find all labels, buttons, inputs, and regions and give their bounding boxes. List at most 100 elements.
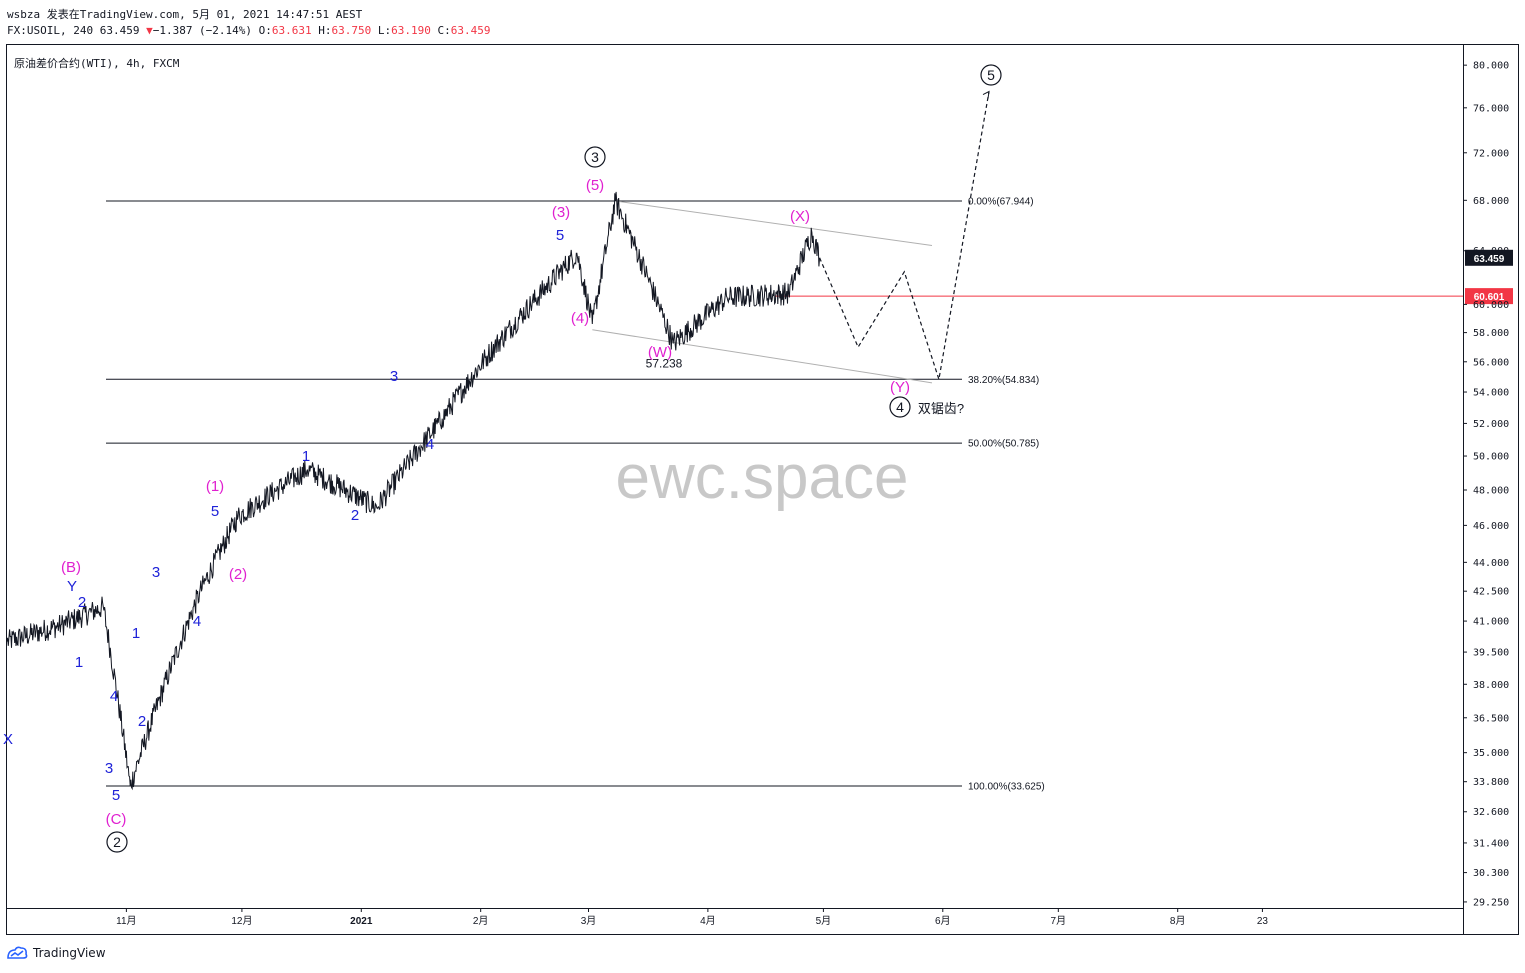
fib-level-label: 38.20%(54.834) (968, 375, 1039, 386)
high-label: H: (318, 24, 332, 37)
wave-label: (4) (571, 310, 589, 327)
wave-label: 3 (390, 368, 398, 385)
price-change: −1.387 (−2.14%) (152, 24, 253, 37)
channel-lower-line (592, 329, 933, 384)
chart-border (6, 44, 1519, 935)
last-price-label: 63.459 (1474, 254, 1505, 265)
x-tick-label: 2021 (350, 916, 373, 927)
channel-upper-line (615, 200, 933, 247)
x-tick-label: 3月 (581, 915, 597, 927)
wave-circle-icon (106, 831, 128, 853)
fib-level-label: 100.00%(33.625) (968, 782, 1045, 793)
y-tick-label: 64.000 (1473, 246, 1509, 257)
wave-label: 4 (193, 613, 201, 630)
y-tick-label: 72.000 (1473, 148, 1509, 159)
fib-level-label: 50.00%(50.785) (968, 439, 1039, 450)
wave-label: (5) (586, 177, 604, 194)
projection-path (819, 91, 990, 380)
x-tick-label: 11月 (116, 915, 136, 927)
low-label: L: (377, 24, 392, 37)
footer-brand: TradingView (33, 946, 106, 960)
ohlc-line: FX:USOIL, 240 63.459 ▼−1.387 (−2.14%) O:… (7, 24, 491, 37)
high-value: 63.750 (331, 24, 372, 37)
y-tick-label: 48.000 (1473, 485, 1509, 496)
y-tick-label: 35.000 (1473, 748, 1509, 759)
open-value: 63.631 (271, 24, 312, 37)
wave-label: 5 (556, 227, 564, 244)
y-tick-label: 60.000 (1473, 300, 1509, 311)
wave-label-circled: 3 (591, 149, 599, 165)
x-tick-label: 5月 (816, 915, 832, 927)
wave-label: 3 (152, 564, 160, 581)
tradingview-logo-icon (7, 946, 28, 959)
wave-label: Y (67, 578, 77, 595)
wave-label: 5 (112, 787, 120, 804)
wave-label: 1 (302, 448, 310, 465)
wave-label: 2 (351, 507, 359, 524)
x-tick-label: 23 (1257, 916, 1269, 927)
y-tick-label: 58.000 (1473, 328, 1509, 339)
y-tick-label: 39.500 (1473, 648, 1509, 659)
y-tick-label: 32.600 (1473, 807, 1509, 818)
close-value: 63.459 (450, 24, 491, 37)
fib-level-label: 0.00%(67.944) (968, 197, 1034, 208)
symbol-title: 原油差价合约(WTI), 4h, FXCM (14, 57, 180, 70)
tradingview-footer[interactable]: TradingView (6, 946, 106, 960)
wave-label: 4 (110, 688, 118, 705)
low-value-annotation: 57.238 (646, 357, 683, 371)
wave-label-circled: 2 (113, 834, 121, 850)
wave-label: (3) (552, 204, 570, 221)
wave-label: (1) (206, 478, 224, 495)
y-tick-label: 31.400 (1473, 838, 1509, 849)
y-tick-label: 38.000 (1473, 680, 1509, 691)
y-tick-label: 29.250 (1473, 897, 1509, 908)
x-tick-label: 2月 (473, 915, 489, 927)
down-triangle-icon: ▼ (146, 24, 153, 37)
y-tick-label: 30.300 (1473, 868, 1509, 879)
wave-label: 2 (138, 713, 146, 730)
x-tick-label: 12月 (231, 915, 252, 927)
y-tick-label: 41.000 (1473, 617, 1509, 628)
wave-label: (2) (229, 566, 247, 583)
watermark: ewc.space (616, 443, 909, 512)
wave-label: 5 (211, 503, 219, 520)
wave-circle-icon (980, 64, 1002, 86)
projection-arrow-icon (982, 90, 990, 99)
x-tick-label: 6月 (935, 915, 951, 927)
y-tick-label: 54.000 (1473, 388, 1509, 399)
wave-label: (B) (61, 559, 81, 576)
support-price-label: 60.601 (1474, 292, 1505, 303)
y-tick-label: 46.000 (1473, 521, 1509, 532)
wave-label: (C) (106, 811, 127, 828)
y-tick-label: 56.000 (1473, 357, 1509, 368)
wave-label-circled: 4 (896, 399, 904, 415)
publisher-line: wsbza 发表在TradingView.com, 5月 01, 2021 14… (7, 8, 363, 21)
y-tick-label: 36.500 (1473, 713, 1509, 724)
y-tick-label: 50.000 (1473, 452, 1509, 463)
wave-label: (W) (648, 344, 672, 361)
support-price-badge (1465, 288, 1513, 305)
x-tick-label: 8月 (1170, 915, 1186, 927)
wave-label: 2 (78, 594, 86, 611)
wave-circle-icon (584, 146, 606, 168)
y-tick-label: 42.500 (1473, 587, 1509, 598)
wave-label: 1 (75, 654, 83, 671)
y-tick-label: 68.000 (1473, 196, 1509, 207)
price-series-line (6, 191, 821, 791)
wave-label: (Y) (890, 379, 910, 396)
symbol-price: FX:USOIL, 240 63.459 (7, 24, 140, 37)
low-value: 63.190 (391, 24, 431, 37)
wave-label: (X) (790, 208, 810, 225)
wave-label: 双锯齿? (918, 401, 964, 416)
wave-label: 1 (132, 625, 140, 642)
y-tick-label: 33.800 (1473, 777, 1509, 788)
y-tick-label: 80.000 (1473, 61, 1509, 72)
x-tick-label: 7月 (1051, 915, 1067, 927)
y-tick-label: 52.000 (1473, 419, 1509, 430)
wave-label: 4 (426, 436, 434, 453)
last-price-badge (1465, 249, 1513, 266)
wave-circle-icon (889, 396, 911, 418)
close-label: C: (437, 24, 451, 37)
open-label: O: (258, 24, 272, 37)
